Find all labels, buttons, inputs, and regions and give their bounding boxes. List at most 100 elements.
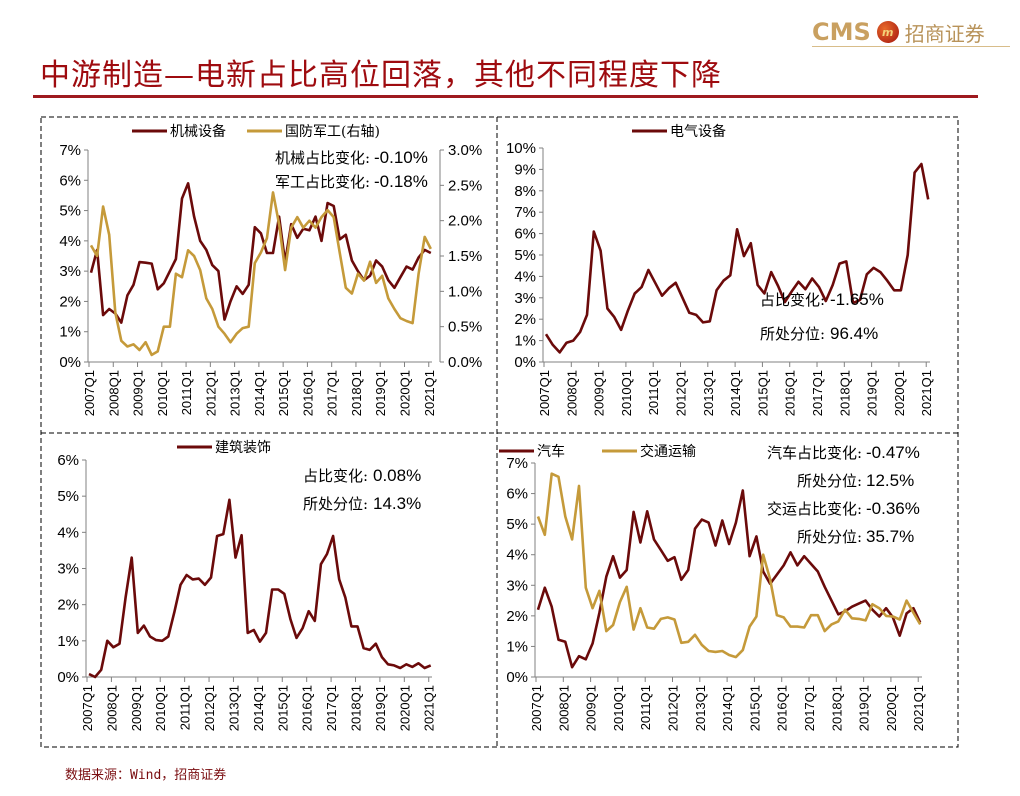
legend-label: 交通运输 xyxy=(640,443,696,460)
x-tick-label: 2011Q1 xyxy=(638,685,653,730)
y-tick-label: 7% xyxy=(59,142,81,159)
x-tick-label: 2011Q1 xyxy=(178,685,193,730)
x-tick-label: 2020Q1 xyxy=(892,370,907,416)
x-tick-label: 2019Q1 xyxy=(373,370,388,416)
x-tick-label: 2014Q1 xyxy=(720,685,735,731)
x-tick-label: 2013Q1 xyxy=(701,370,716,416)
x-tick-label: 2016Q1 xyxy=(300,370,315,416)
y-tick-label: 4% xyxy=(506,547,528,564)
y-tick-label: 3% xyxy=(59,263,81,280)
annotation-label: 机械占比变化: xyxy=(275,149,370,167)
x-tick-label: 2010Q1 xyxy=(155,370,170,416)
x-tick-label: 2017Q1 xyxy=(810,370,825,416)
annotation-value: -0.36% xyxy=(866,499,920,518)
annotation-value: -1.65% xyxy=(830,290,884,309)
x-tick-label: 2017Q1 xyxy=(802,685,817,731)
x-tick-label: 2009Q1 xyxy=(592,370,607,416)
title-divider xyxy=(33,95,978,98)
y-tick-label: 0% xyxy=(59,354,81,371)
y-tick-label: 3% xyxy=(514,290,536,307)
chart-machinery-defense: 0% 1% 2% 3% 4% 5% 6% 7% 0.0% 0.5% 1.0% 1.5% 2.0% 2.5%… xyxy=(59,123,482,416)
x-tick-label: 2021Q1 xyxy=(919,370,934,416)
annotation-label: 所处分位: xyxy=(797,528,862,546)
y-tick-label: 3% xyxy=(506,577,528,594)
x-tick-label: 2017Q1 xyxy=(325,370,340,416)
y2-tick-label: 0.5% xyxy=(448,319,482,336)
y-tick-label: 6% xyxy=(59,172,81,189)
logo-chinese-name: 招商证券 xyxy=(904,21,985,46)
x-tick-label: 2015Q1 xyxy=(747,685,762,731)
x-tick-label: 2010Q1 xyxy=(153,685,168,731)
chart-auto-transport: 0% 1% 2% 3% 4% 5% 6% 7% 2007Q1 2008Q1 2009Q1 2010Q1… xyxy=(499,443,926,731)
annotation-label: 汽车占比变化: xyxy=(767,444,862,462)
x-tick-label: 2013Q1 xyxy=(693,685,708,731)
legend-label: 机械设备 xyxy=(170,123,226,140)
x-tick-label: 2007Q1 xyxy=(82,370,97,416)
legend-label: 电气设备 xyxy=(670,123,726,140)
y-tick-label: 1% xyxy=(506,638,528,655)
y-tick-label: 2% xyxy=(506,608,528,625)
x-tick-label: 2018Q1 xyxy=(349,685,364,731)
x-tick-label: 2011Q1 xyxy=(179,370,194,415)
annotation-value: -0.47% xyxy=(866,443,920,462)
y-tick-label: 6% xyxy=(514,226,536,243)
y2-tick-label: 2.0% xyxy=(448,213,482,230)
annotation-label: 交运占比变化: xyxy=(767,500,862,518)
x-tick-label: 2013Q1 xyxy=(228,370,243,416)
x-tick-label: 2018Q1 xyxy=(829,685,844,731)
series-line-primary xyxy=(544,162,930,354)
x-tick-label: 2016Q1 xyxy=(783,370,798,416)
x-tick-label: 2012Q1 xyxy=(666,685,681,731)
x-tick-label: 2009Q1 xyxy=(129,685,144,731)
y-tick-label: 0% xyxy=(57,669,79,686)
y-tick-label: 5% xyxy=(59,203,81,220)
y2-tick-label: 2.5% xyxy=(448,177,482,194)
x-tick-label: 2016Q1 xyxy=(300,685,315,731)
y-tick-label: 1% xyxy=(514,333,536,350)
x-tick-label: 2013Q1 xyxy=(226,685,241,731)
y-tick-label: 10% xyxy=(506,140,536,157)
x-tick-label: 2020Q1 xyxy=(884,685,899,731)
x-tick-label: 2007Q1 xyxy=(529,685,544,731)
x-tick-label: 2020Q1 xyxy=(397,370,412,416)
x-tick-label: 2021Q1 xyxy=(911,685,926,731)
y-tick-label: 5% xyxy=(506,516,528,533)
x-tick-label: 2015Q1 xyxy=(275,685,290,731)
y-tick-label: 1% xyxy=(59,324,81,341)
y-tick-label: 2% xyxy=(59,293,81,310)
x-tick-label: 2009Q1 xyxy=(584,685,599,731)
x-tick-label: 2017Q1 xyxy=(324,685,339,731)
x-tick-label: 2019Q1 xyxy=(373,685,388,731)
legend-label: 建筑装饰 xyxy=(215,440,271,456)
y-tick-label: 5% xyxy=(57,488,79,505)
legend-label: 汽车 xyxy=(537,443,565,460)
y2-tick-label: 3.0% xyxy=(448,142,482,159)
annotation-value: 35.7% xyxy=(866,527,914,546)
y-tick-label: 0% xyxy=(506,669,528,686)
y-tick-label: 2% xyxy=(514,311,536,328)
legend-label: 国防军工(右轴) xyxy=(285,124,380,140)
annotation-value: -0.18% xyxy=(374,172,428,191)
annotation-label: 军工占比变化: xyxy=(275,173,370,191)
chart-construction-decoration: 0% 1% 2% 3% 4% 5% 6% 2007Q1 2008Q1 2009Q1 2010Q1 20… xyxy=(57,440,436,731)
x-tick-label: 2010Q1 xyxy=(611,685,626,731)
series-line-primary xyxy=(536,489,922,669)
company-logo: CMS m 招商证券 xyxy=(812,14,985,50)
y-tick-label: 4% xyxy=(57,524,79,541)
annotation-value: 0.08% xyxy=(373,466,421,485)
x-tick-label: 2019Q1 xyxy=(857,685,872,731)
y2-tick-label: 1.0% xyxy=(448,283,482,300)
y-tick-label: 7% xyxy=(514,204,536,221)
x-tick-label: 2008Q1 xyxy=(106,370,121,416)
annotation-label: 所处分位: xyxy=(797,472,862,490)
panel-frame xyxy=(40,116,959,748)
y2-tick-label: 0.0% xyxy=(448,354,482,371)
series-line-primary xyxy=(88,498,432,679)
x-tick-label: 2014Q1 xyxy=(728,370,743,416)
y-tick-label: 2% xyxy=(57,597,79,614)
annotation-value: 14.3% xyxy=(373,494,421,513)
y-tick-label: 6% xyxy=(57,452,79,469)
x-tick-label: 2015Q1 xyxy=(276,370,291,416)
logo-underline xyxy=(812,46,1010,47)
